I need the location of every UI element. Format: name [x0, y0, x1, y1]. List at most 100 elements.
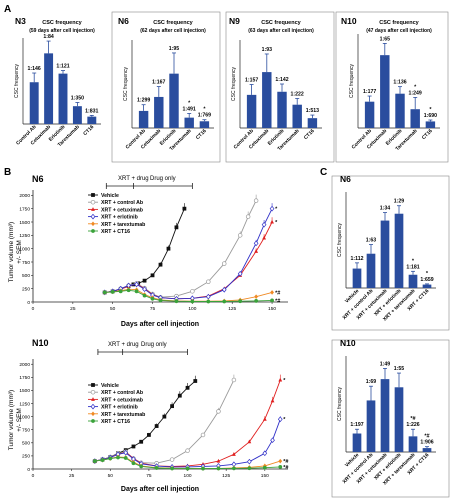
b-n10-series-3-point-16: [277, 416, 283, 423]
a-n9-bar-2: [277, 91, 287, 128]
a-n3-value-label-2: 1:121: [56, 64, 69, 70]
b-n10-x-tick-label-6: 150: [261, 473, 269, 479]
b-n6-series-0-point-9: [166, 246, 171, 251]
a-n3-title: N3: [15, 16, 26, 26]
b-n6-series-1-point-13: [245, 214, 251, 219]
a-n6-bar-4: [199, 121, 210, 128]
b-n10-ylabel-1: Tumor volume (mm³): [8, 390, 15, 450]
b-n6-series-1-point-9: [190, 289, 195, 294]
b-n10-series-3-significance: *: [283, 417, 286, 423]
b-n6-series-5-point-8: [174, 299, 179, 304]
b-n10-legend-marker-5: [91, 419, 95, 423]
c-n6-significance-5: *: [426, 271, 429, 277]
b-n6-ylabel-1: Tumor volume (mm³): [8, 222, 15, 282]
b-n10-series-4-point-15: [278, 458, 283, 464]
c-n6-frame: [331, 175, 450, 331]
a-n10-category-label-4: CT16: [421, 128, 434, 141]
c-n6-bar-1: [366, 253, 376, 288]
b-n10-x-tick-label-3: 75: [146, 473, 152, 479]
b-n10-series-0-point-6: [139, 439, 144, 444]
a-n10-ylabel: CSC frequency: [349, 64, 355, 98]
b-n6-legend-marker-3: [90, 213, 96, 220]
a-n6-subtitle: CSC frequency: [153, 20, 193, 26]
b-n10-series-0-point-13: [193, 379, 198, 383]
b-n6-series-2-point-15: [270, 219, 274, 224]
b-n10-legend-label-1: XRT + control Ab: [101, 390, 143, 396]
a-n10-value-label-0: 1:177: [363, 89, 376, 95]
b-n6-legend-label-2: XRT + cetuximab: [101, 207, 143, 213]
b-n10-series-1-point-8: [169, 457, 175, 462]
a-n6-category-label-4: CT16: [195, 128, 208, 141]
a-n9-bar-3: [292, 104, 302, 128]
b-n10-x-tick-label-0: 0: [32, 473, 35, 479]
b-n6-bracket-drug-label: Drug only: [150, 176, 176, 182]
panel-b-n6-growth-chart: N6 XRT + drug Drug only Tumor volume (mm…: [8, 174, 288, 328]
a-n9-bar-1: [262, 72, 272, 128]
a-n10-frame: [335, 11, 449, 163]
b-n10-bracket-xrt-label: XRT + drug: [108, 342, 139, 348]
b-n10-y-tick-label-5: 1250: [19, 401, 30, 407]
c-n10-title: N10: [340, 338, 356, 348]
b-n6-series-5-point-6: [150, 296, 155, 301]
b-n6-ylabel-2: +/- SEM: [16, 240, 23, 264]
b-n6-x-tick-label-4: 100: [188, 306, 196, 312]
panel-label-a: A: [4, 4, 11, 15]
b-n10-series-line-5: [94, 457, 281, 470]
b-n6-series-0-point-8: [158, 262, 163, 267]
b-n10-legend-label-3: XRT + erlotinib: [101, 405, 138, 411]
c-n10-value-label-5: 1:906: [420, 440, 433, 446]
b-n6-series-2-point-14: [262, 235, 266, 240]
a-n3-bar-4: [87, 116, 97, 124]
panel-label-c: C: [320, 167, 327, 178]
b-n10-x-tick-label-4: 100: [184, 473, 192, 479]
b-n6-legend-marker-5: [91, 229, 95, 233]
b-n6-y-tick-label-3: 750: [22, 260, 30, 266]
b-n6-series-3-point-13: [253, 240, 259, 247]
b-n10-series-5-point-13: [247, 466, 252, 471]
b-n6-series-5-point-7: [158, 298, 163, 303]
a-n10-subtitle-2: (47 days after cell injection): [366, 28, 432, 34]
b-n10-series-5-point-6: [139, 464, 144, 469]
b-n6-series-0-point-10: [174, 225, 179, 230]
b-n6-series-1-point-11: [222, 261, 227, 266]
a-n9-value-label-2: 1:142: [275, 77, 288, 83]
c-n6-value-label-1: 1:63: [366, 238, 376, 244]
a-n10-bar-1: [380, 55, 390, 128]
b-n10-title: N10: [32, 338, 49, 348]
c-n6-value-label-0: 1:112: [351, 256, 364, 262]
a-n3-bar-1: [44, 53, 54, 124]
b-n10-series-1-point-12: [231, 377, 237, 383]
b-n6-x-tick-label-1: 25: [70, 306, 76, 312]
c-n6-significance-4: *: [412, 258, 415, 264]
b-n6-y-tick-label-2: 500: [22, 273, 30, 279]
a-n6-value-label-0: 1:299: [137, 98, 150, 104]
b-n6-x-tick-label-6: 150: [268, 306, 276, 312]
b-n6-series-5-point-9: [190, 299, 195, 304]
b-n10-series-5-point-11: [216, 466, 221, 471]
b-n6-series-line-5: [104, 289, 273, 302]
a-n10-value-label-2: 1:136: [393, 80, 406, 86]
b-n6-series-5-point-12: [238, 299, 243, 304]
b-n6-series-5-point-4: [134, 289, 139, 294]
c-n6-value-label-5: 1:659: [420, 277, 433, 283]
b-n6-y-tick-label-5: 1250: [19, 233, 30, 239]
c-n10-significance-5: *#: [424, 434, 429, 440]
c-n6-bar-4: [408, 274, 418, 288]
b-n6-series-5-point-5: [142, 293, 147, 298]
c-n10-value-label-4: 1:226: [406, 422, 419, 428]
a-n9-bar-0: [246, 94, 257, 128]
b-n10-y-tick-label-7: 1750: [19, 375, 30, 381]
b-n6-series-2-point-13: [254, 249, 259, 253]
b-n10-series-5-point-2: [108, 456, 113, 461]
a-n10-value-label-3: 1:249: [409, 90, 422, 96]
b-n6-series-4-point-13: [254, 294, 259, 299]
a-n9-value-label-0: 1:157: [245, 78, 258, 84]
b-n10-series-5-point-15: [278, 465, 283, 469]
b-n10-series-0-point-10: [170, 404, 174, 409]
b-n10-series-2-point-13: [247, 439, 252, 444]
b-n6-y-tick-label-7: 1750: [19, 206, 30, 212]
b-n10-series-1-point-9: [185, 448, 190, 453]
b-n10-series-3-point-13: [247, 458, 252, 465]
